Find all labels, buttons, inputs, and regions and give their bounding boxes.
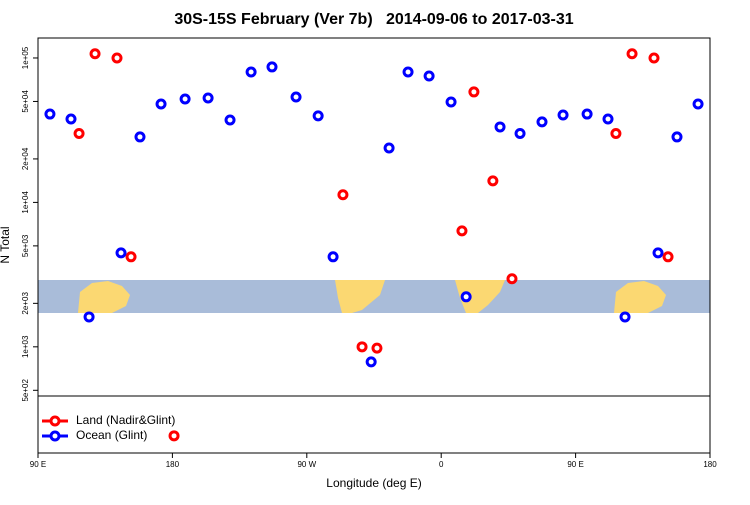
data-point xyxy=(337,189,349,201)
y-tick-label: 5e+02 xyxy=(21,379,30,402)
data-point xyxy=(383,142,395,154)
data-point xyxy=(179,93,191,105)
legend-marker xyxy=(49,415,61,427)
data-point xyxy=(224,114,236,126)
data-point xyxy=(290,91,302,103)
y-tick-label: 1e+03 xyxy=(21,335,30,358)
data-point xyxy=(610,127,622,139)
data-point xyxy=(445,96,457,108)
data-point xyxy=(371,342,383,354)
data-point xyxy=(89,48,101,60)
data-point xyxy=(245,66,257,78)
data-point xyxy=(327,251,339,263)
legend-marker xyxy=(49,430,61,442)
data-point xyxy=(83,311,95,323)
data-point xyxy=(423,70,435,82)
y-tick-label: 2e+04 xyxy=(21,147,30,170)
data-point xyxy=(514,127,526,139)
data-point xyxy=(73,127,85,139)
x-tick-label: 90 E xyxy=(30,460,46,469)
chart-title: 30S-15S February (Ver 7b) 2014-09-06 to … xyxy=(174,11,573,28)
data-point xyxy=(671,131,683,143)
data-point xyxy=(581,108,593,120)
data-point xyxy=(134,131,146,143)
legend-label: Land (Nadir&Glint) xyxy=(76,413,175,427)
data-point xyxy=(626,48,638,60)
data-point xyxy=(487,175,499,187)
x-axis-label: Longitude (deg E) xyxy=(326,476,421,490)
data-point xyxy=(155,98,167,110)
map-band xyxy=(38,280,710,313)
data-point xyxy=(619,311,631,323)
data-point xyxy=(460,291,472,303)
x-tick-label: 90 W xyxy=(297,460,316,469)
data-point xyxy=(125,251,137,263)
x-tick-label: 180 xyxy=(703,460,717,469)
legend-label: Ocean (Glint) xyxy=(76,428,147,442)
data-point xyxy=(312,110,324,122)
data-point xyxy=(168,430,180,442)
data-point xyxy=(536,116,548,128)
y-tick-label: 1e+05 xyxy=(21,46,30,69)
data-point xyxy=(365,356,377,368)
data-point xyxy=(65,113,77,125)
x-tick-label: 90 E xyxy=(567,460,583,469)
y-tick-label: 2e+03 xyxy=(21,292,30,315)
data-point xyxy=(115,247,127,259)
data-point xyxy=(506,273,518,285)
data-point xyxy=(456,225,468,237)
data-point xyxy=(652,247,664,259)
data-point xyxy=(662,251,674,263)
data-point xyxy=(648,52,660,64)
data-point xyxy=(111,52,123,64)
data-point xyxy=(356,341,368,353)
data-point xyxy=(44,108,56,120)
data-point xyxy=(557,109,569,121)
y-tick-label: 5e+03 xyxy=(21,234,30,257)
y-axis-label: N Total xyxy=(0,226,12,263)
x-tick-label: 180 xyxy=(166,460,180,469)
data-point xyxy=(402,66,414,78)
plot-frame xyxy=(37,37,711,454)
data-point xyxy=(266,61,278,73)
data-point xyxy=(692,98,704,110)
x-tick-label: 0 xyxy=(439,460,444,469)
data-point xyxy=(494,121,506,133)
data-point xyxy=(202,92,214,104)
y-tick-label: 5e+04 xyxy=(21,90,30,113)
data-point xyxy=(468,86,480,98)
data-point xyxy=(602,113,614,125)
y-tick-label: 1e+04 xyxy=(21,191,30,214)
